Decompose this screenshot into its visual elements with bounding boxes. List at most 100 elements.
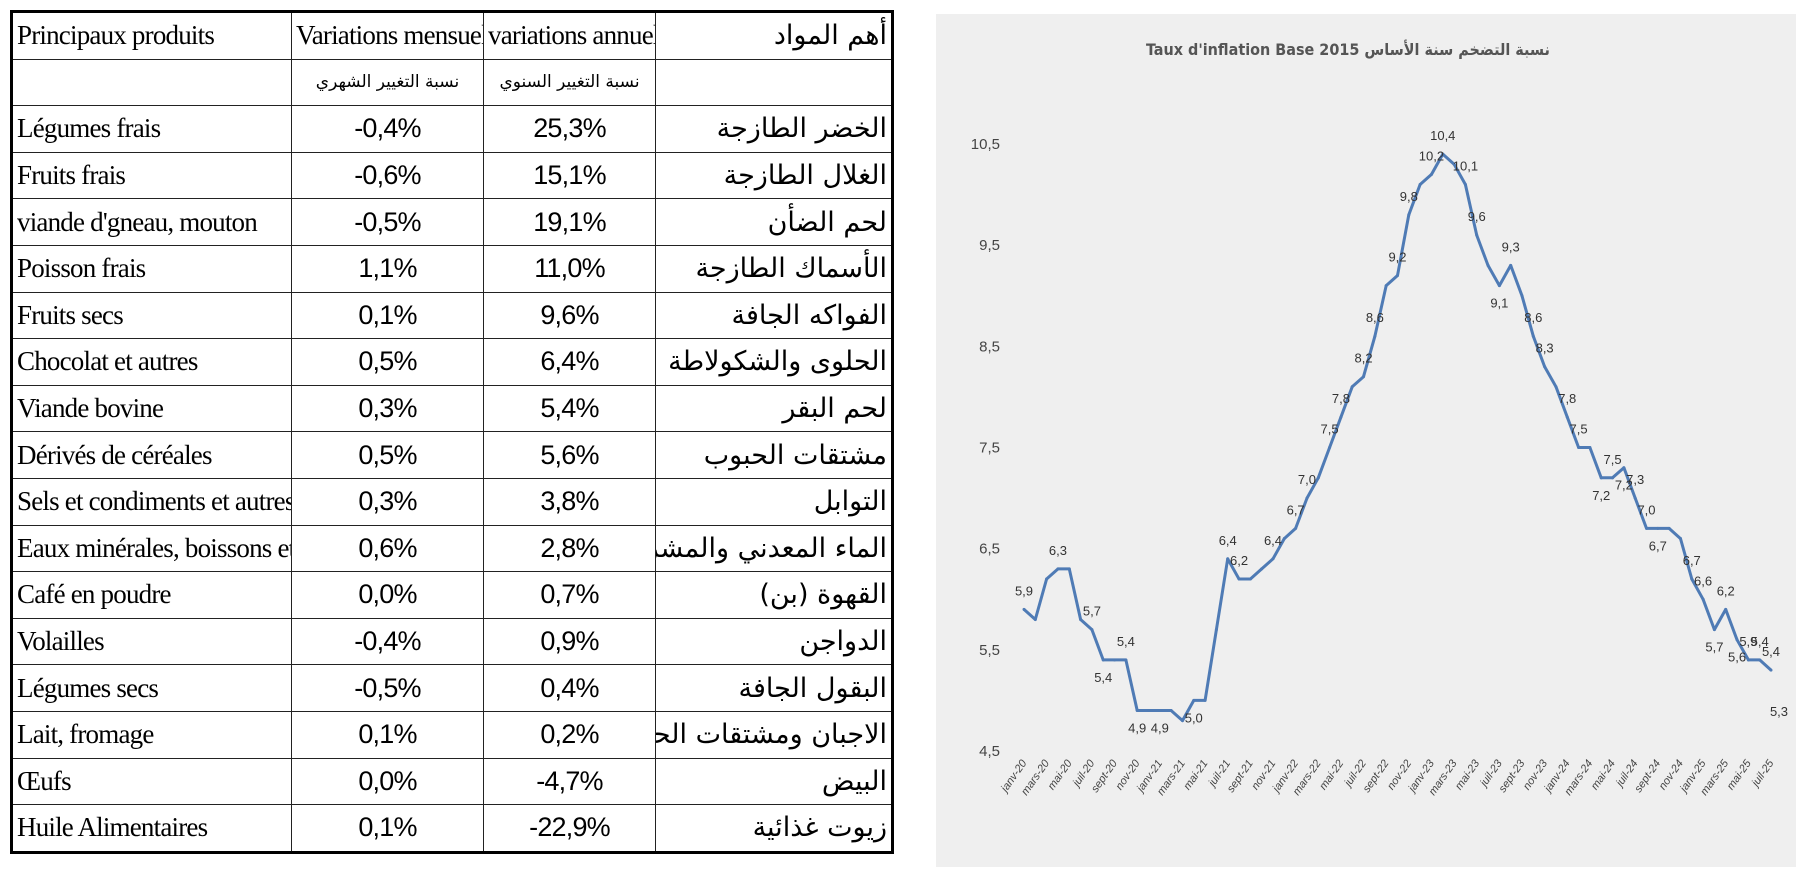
data-label: 5,4 [1117, 634, 1135, 649]
data-point [1645, 526, 1648, 530]
data-point [1724, 607, 1728, 611]
data-label: 6,7 [1287, 502, 1305, 517]
product-name-ar: الماء المعدني والمشروبات الغازية [655, 524, 893, 573]
data-point [1769, 668, 1773, 672]
data-label: 7,8 [1558, 391, 1576, 406]
annual-variation-cell: 9,6% [483, 291, 656, 340]
data-point [1067, 567, 1071, 571]
table-header-row: Principaux produits Variations mensuelle… [11, 11, 893, 60]
data-label: 9,2 [1388, 250, 1406, 265]
data-point [1611, 476, 1615, 480]
data-label: 7,5 [1321, 422, 1339, 437]
data-point [1056, 567, 1060, 571]
data-point [1622, 466, 1626, 470]
data-label: 6,7 [1649, 538, 1667, 553]
monthly-variation-cell: 0,5% [291, 431, 484, 479]
data-point [1113, 658, 1117, 662]
annual-variation-cell: 25,3% [483, 105, 656, 153]
data-point [1577, 446, 1581, 449]
monthly-variation-cell: 0,6% [291, 524, 484, 573]
data-label: 7,3 [1626, 472, 1644, 487]
data-point [1463, 182, 1467, 186]
table-row: Volailles -0,4% 0,9% الدواجن [11, 617, 893, 666]
product-name-ar: البيض [655, 757, 893, 806]
monthly-variation-cell: 0,1% [291, 291, 484, 340]
table-row: viande d'gneau, mouton -0,5% 19,1% لحم الضأ… [11, 198, 893, 246]
annual-variation-cell: -22,9% [483, 804, 656, 853]
monthly-variation-cell: 1,1% [291, 244, 484, 293]
data-label: 5,7 [1083, 604, 1101, 619]
x-tick-label: juil-25 [1749, 757, 1777, 790]
data-label: 6,2 [1717, 583, 1735, 598]
data-label: 7,0 [1637, 502, 1655, 517]
table-row: Café en poudre 0,0% 0,7% القهوة (بن) [11, 571, 893, 619]
data-point [1226, 557, 1230, 561]
table-row: Chocolat et autres 0,5% 6,4% الحلوى والشكول… [11, 338, 893, 386]
annual-variation-cell: 5,4% [483, 384, 656, 433]
data-label: 5,9 [1739, 634, 1757, 649]
data-point [1486, 263, 1490, 267]
data-point [1418, 182, 1422, 186]
product-name-ar: الأسماك الطازجة [655, 244, 893, 293]
data-label: 5,6 [1728, 650, 1746, 665]
data-label: 5,4 [1762, 644, 1780, 659]
annual-variation-cell: 0,4% [483, 664, 656, 712]
y-tick-label: 4,5 [979, 743, 1000, 760]
product-name-fr: Dérivés de céréales [11, 431, 292, 479]
data-point [1565, 415, 1569, 419]
table-row: Œufs 0,0% -4,7% البيض [11, 757, 893, 806]
product-name-ar: الاجبان ومشتقات الحليب [655, 710, 893, 759]
data-point [1735, 638, 1739, 642]
data-point [1079, 617, 1083, 621]
product-name-fr: Légumes frais [11, 105, 292, 153]
table-row: Fruits frais -0,6% 15,1% الغلال الطازجة [11, 151, 893, 200]
table-row: Huile Alimentaires 0,1% -22,9% زيوت غذائية [11, 804, 893, 853]
data-label: 6,4 [1264, 533, 1282, 548]
monthly-variation-cell: -0,5% [291, 198, 484, 246]
data-label: 9,1 [1490, 296, 1508, 311]
subheader-monthly-ar: نسبة التغيير الشهري [291, 58, 484, 107]
header-products-fr: Principaux produits [11, 11, 292, 60]
monthly-variation-cell: 0,0% [291, 757, 484, 806]
product-name-fr: Viande bovine [11, 384, 292, 433]
table-row: Eaux minérales, boissons et jus0,6%2,8%ا… [11, 524, 893, 573]
data-label: 10,1 [1453, 158, 1478, 173]
data-label: 7,2 [1592, 488, 1610, 503]
product-name-ar: لحم الضأن [655, 198, 893, 246]
table-row: Lait, fromage 0,1% 0,2% الاجبان ومشتقات الح… [11, 710, 893, 759]
product-name-fr: viande d'gneau, mouton [11, 198, 292, 246]
product-name-fr: Volailles [11, 617, 292, 666]
product-name-ar: زيوت غذائية [655, 804, 893, 853]
inflation-products-table: Principaux produits Variations mensuelle… [10, 10, 894, 854]
data-point [1656, 526, 1660, 530]
data-point [1509, 263, 1513, 267]
annual-variation-cell: 6,4% [483, 338, 656, 386]
data-point [1214, 628, 1218, 632]
data-point [1305, 496, 1309, 500]
product-name-fr: Légumes secs [11, 664, 292, 712]
header-annual-variation: variations annuelles [483, 11, 656, 60]
table-row: Légumes secs -0,5% 0,4% البقول الجافة [11, 664, 893, 712]
annual-variation-cell: 5,6% [483, 431, 656, 479]
data-point [1124, 658, 1128, 662]
table-row: Sels et condiments et autres 0,3% 3,8% التو… [11, 477, 893, 526]
data-point [1554, 385, 1558, 389]
y-tick-label: 9,5 [979, 237, 1000, 254]
data-label: 6,7 [1683, 553, 1701, 568]
data-label: 5,9 [1015, 583, 1033, 598]
data-label: 10,2 [1419, 148, 1444, 163]
data-label: 7,5 [1604, 452, 1622, 467]
monthly-variation-cell: 0,1% [291, 804, 484, 853]
annual-variation-cell: 11,0% [483, 244, 656, 293]
product-name-ar: الغلال الطازجة [655, 151, 893, 200]
data-label: 7,2 [1615, 478, 1633, 493]
data-point [1497, 284, 1501, 288]
header-monthly-variation: Variations mensuelles [291, 11, 484, 60]
data-label: 9,8 [1400, 189, 1418, 204]
data-label: 7,5 [1570, 422, 1588, 437]
data-label: 10,4 [1430, 128, 1455, 143]
data-label: 8,6 [1524, 310, 1542, 325]
x-tick-label: mai-24 [1589, 758, 1618, 792]
annual-variation-cell: 0,2% [483, 710, 656, 759]
data-point [1022, 607, 1026, 611]
